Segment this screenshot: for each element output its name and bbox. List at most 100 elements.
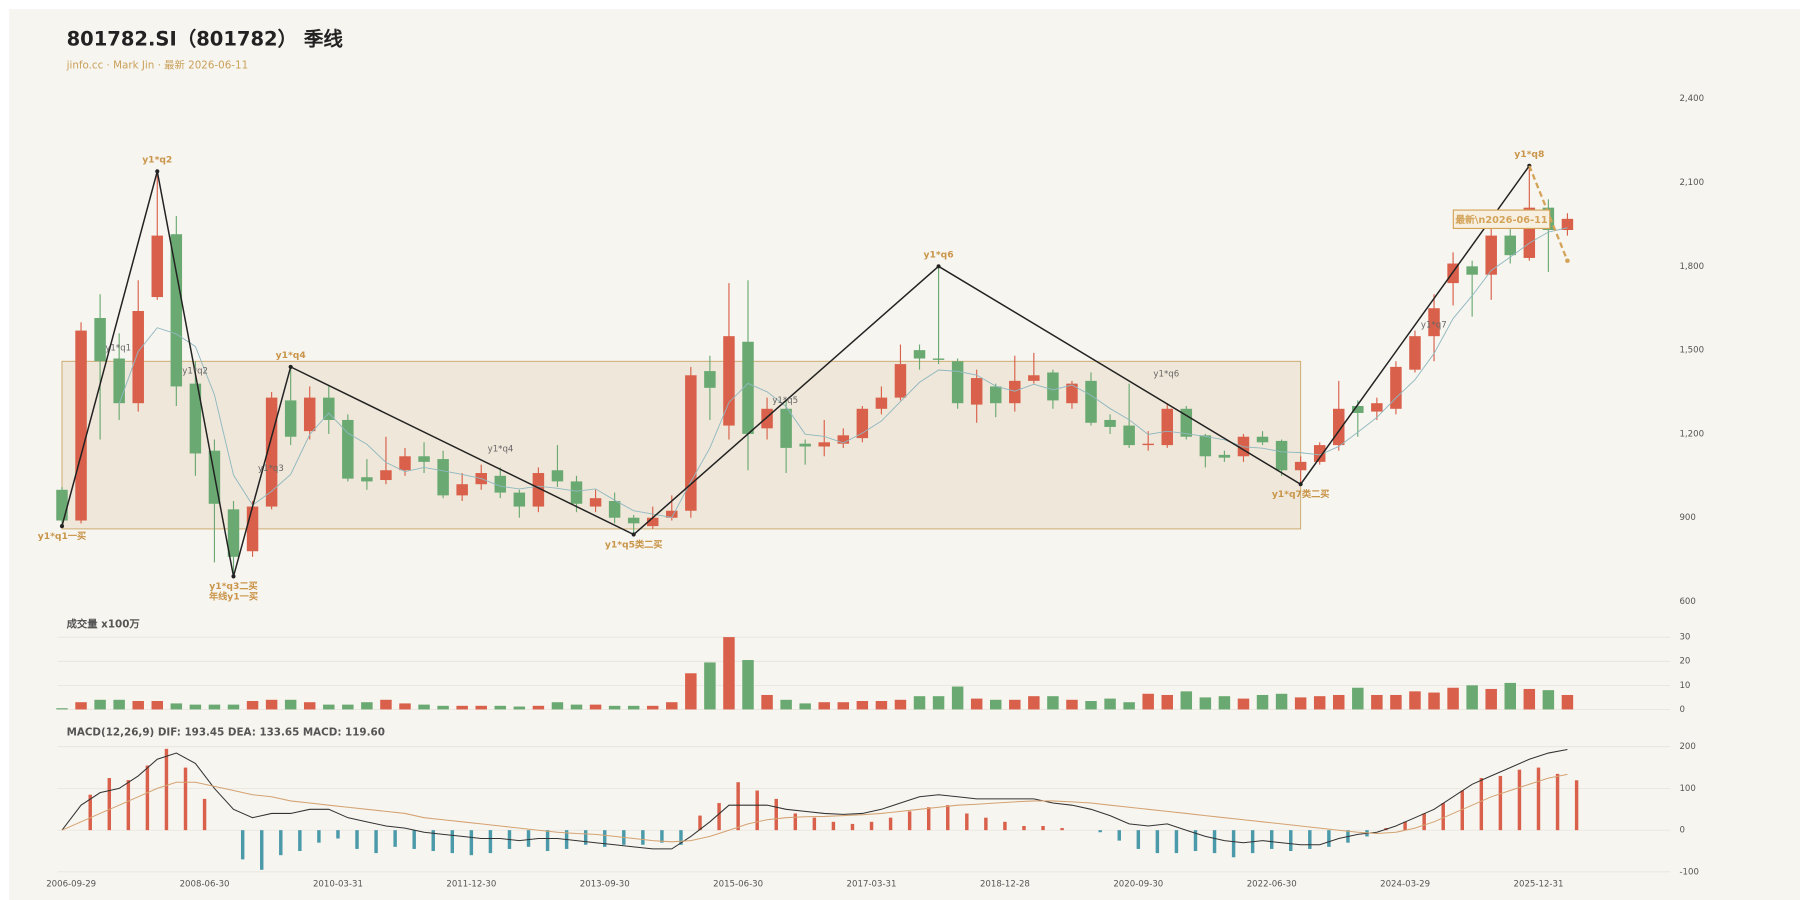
macd-bar bbox=[431, 830, 435, 852]
macd-bar bbox=[450, 830, 455, 854]
x-tick-label: 2022-06-30 bbox=[1247, 879, 1297, 889]
volume-bar bbox=[894, 699, 907, 710]
macd-bar bbox=[126, 780, 131, 831]
moving-average bbox=[118, 227, 1568, 519]
candle-body bbox=[1028, 375, 1040, 381]
volume-bar bbox=[570, 704, 583, 710]
volume-bar bbox=[875, 701, 888, 710]
y-tick-label: 0 bbox=[1679, 826, 1684, 836]
macd-bar bbox=[1289, 830, 1293, 852]
macd-bar bbox=[888, 817, 893, 831]
dea-line bbox=[61, 773, 1568, 843]
volume-bar bbox=[1466, 685, 1478, 710]
volume-bar bbox=[532, 705, 545, 710]
volume-bar bbox=[342, 704, 354, 710]
volume-bar bbox=[1066, 699, 1078, 710]
macd-bar bbox=[1155, 830, 1160, 854]
x-tick-label: 2015-06-30 bbox=[713, 879, 763, 889]
volume-bar bbox=[742, 660, 754, 710]
macd-bar bbox=[946, 805, 950, 831]
volume-bar bbox=[780, 699, 792, 710]
pivot-dot bbox=[936, 264, 941, 269]
pivot-dot bbox=[155, 169, 160, 174]
candle-body bbox=[1523, 207, 1536, 258]
macd-bar bbox=[88, 794, 92, 831]
volume-bar bbox=[475, 705, 487, 710]
candle-body bbox=[494, 475, 507, 493]
pivot-dot bbox=[231, 574, 236, 579]
y-tick-label: 2,100 bbox=[1679, 178, 1704, 188]
volume-bar bbox=[723, 637, 735, 710]
macd-bar bbox=[812, 817, 817, 831]
volume-bar bbox=[1447, 687, 1459, 710]
y-tick-label: 900 bbox=[1679, 513, 1695, 523]
volume-bar bbox=[646, 705, 659, 710]
candle-body bbox=[685, 375, 697, 511]
macd-bar bbox=[145, 765, 150, 831]
volume-bar bbox=[1523, 688, 1536, 710]
x-tick-label: 2013-09-30 bbox=[580, 879, 630, 889]
macd-bar bbox=[869, 821, 874, 831]
macd-bar bbox=[1403, 821, 1407, 831]
volume-bar bbox=[1028, 696, 1040, 710]
volume-bar bbox=[1218, 696, 1231, 710]
pivot-dot bbox=[631, 532, 636, 537]
volume-bar bbox=[1085, 701, 1097, 710]
macd-bar bbox=[1498, 775, 1503, 831]
candle-body bbox=[132, 311, 144, 404]
volume-bar bbox=[1161, 694, 1173, 710]
candle-body bbox=[990, 386, 1002, 404]
macd-bar bbox=[355, 830, 359, 849]
x-tick-label: 2017-03-31 bbox=[847, 879, 897, 889]
candle-body bbox=[1371, 403, 1383, 412]
macd-bar bbox=[1479, 778, 1484, 831]
macd-bar bbox=[1460, 790, 1464, 831]
candle-body bbox=[799, 443, 811, 447]
volume-bar bbox=[913, 696, 926, 710]
candle-body bbox=[913, 350, 926, 359]
macd-bar bbox=[583, 830, 588, 845]
candle-body bbox=[151, 235, 164, 298]
panel-background bbox=[9, 9, 1800, 900]
volume-bar bbox=[666, 702, 678, 710]
volume-bar bbox=[1123, 702, 1135, 710]
macd-bar bbox=[1136, 830, 1141, 849]
candle-body bbox=[56, 489, 68, 521]
candle-body bbox=[342, 419, 354, 479]
volume-bar bbox=[284, 699, 297, 710]
macd-bar bbox=[164, 748, 169, 831]
volume-bar bbox=[1428, 692, 1440, 710]
volume-bar bbox=[1485, 688, 1497, 710]
x-tick-label: 2006-09-29 bbox=[46, 879, 96, 889]
candle-body bbox=[1447, 263, 1459, 284]
candle-body bbox=[1313, 445, 1326, 462]
macd-bar bbox=[641, 830, 645, 845]
volume-bar bbox=[494, 705, 507, 710]
volume-bar bbox=[1409, 691, 1421, 710]
macd-bar bbox=[698, 815, 702, 831]
pivot-label: y1*q8 bbox=[1514, 149, 1544, 160]
macd-bar bbox=[1269, 830, 1274, 849]
candle-body bbox=[1180, 408, 1193, 437]
volume-bar bbox=[837, 702, 850, 710]
candle-body bbox=[742, 341, 754, 434]
volume-bar bbox=[990, 699, 1002, 710]
macd-bar bbox=[850, 823, 855, 831]
macd-bar bbox=[984, 817, 988, 831]
candle-body bbox=[532, 473, 545, 507]
x-tick-label: 2010-03-31 bbox=[313, 879, 363, 889]
candle-body bbox=[1466, 266, 1478, 275]
macd-bar bbox=[1098, 830, 1102, 833]
macd-bar bbox=[260, 830, 264, 870]
y-tick-label: 200 bbox=[1679, 742, 1695, 752]
macd-bar bbox=[545, 830, 550, 852]
candle-body bbox=[189, 383, 202, 454]
pivot-label: y1*q2 bbox=[142, 154, 172, 165]
macd-bar bbox=[926, 807, 931, 831]
macd-bar bbox=[717, 803, 721, 831]
volume-bar bbox=[1199, 697, 1212, 710]
volume-bar bbox=[856, 701, 869, 710]
macd-bar bbox=[1327, 830, 1331, 847]
candle-body bbox=[1504, 235, 1516, 256]
candle-body bbox=[894, 364, 907, 398]
